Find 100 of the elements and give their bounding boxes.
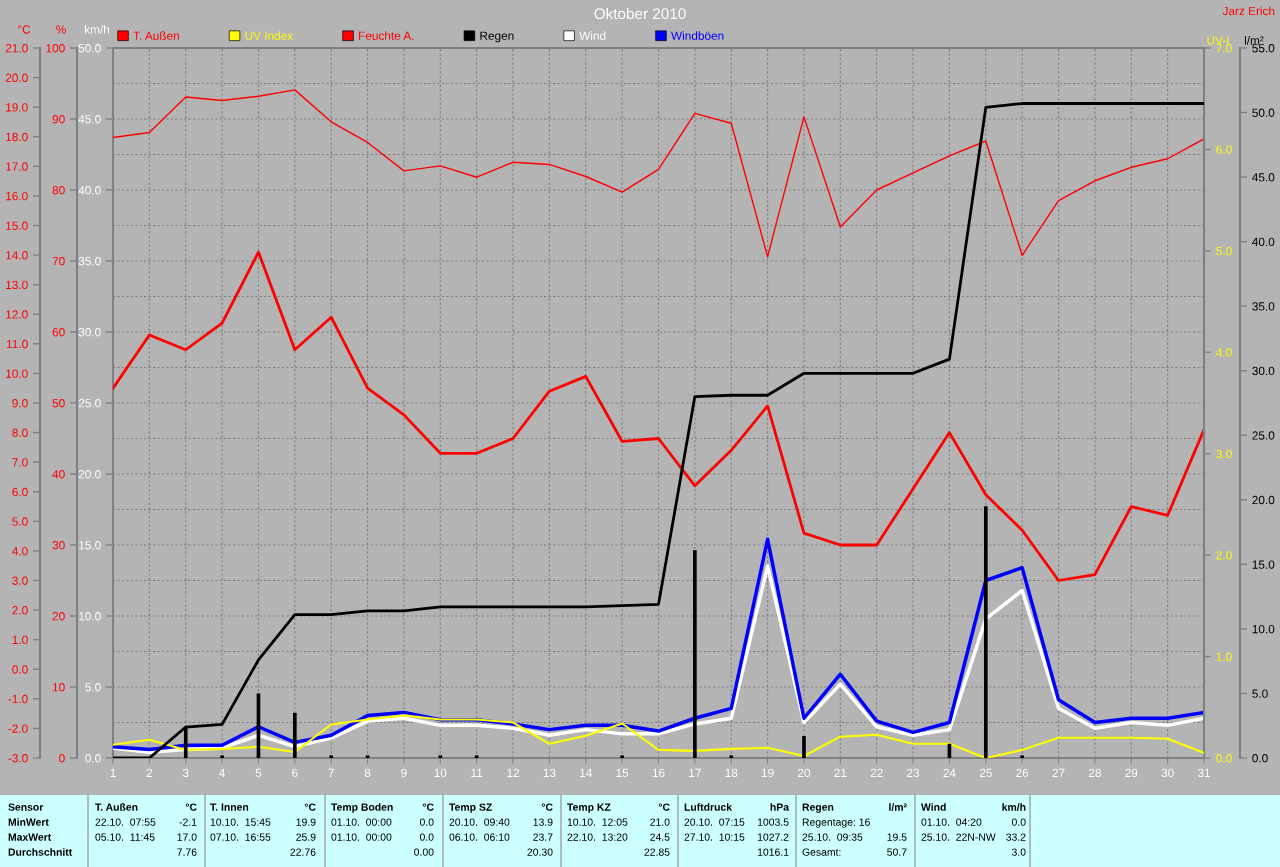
text: 10.10. 12:05: [567, 818, 628, 826]
bar: [729, 755, 734, 758]
y2-tick-label: 55.0: [1252, 44, 1275, 53]
text: 1003.5: [757, 818, 789, 826]
text: 25.10. 22N-NW: [921, 833, 996, 841]
x-tick-label: 13: [543, 768, 556, 778]
bar: [693, 550, 697, 758]
text: Durchschnitt: [8, 848, 73, 856]
text: 33.2: [1006, 833, 1026, 841]
y3-axis-title: km/h: [85, 25, 110, 34]
y-tick-label: 1.0: [1216, 652, 1232, 661]
text: 3.0: [1011, 848, 1026, 856]
y3-tick-label: 25.0: [78, 399, 101, 408]
y2-tick-label: 25.0: [1252, 431, 1275, 440]
text: T. Innen: [210, 803, 249, 811]
y2-tick-label: 30: [52, 541, 65, 550]
legend-label: Windböen: [671, 31, 724, 40]
x-tick-label: 2: [146, 768, 153, 777]
x-tick-label: 4: [219, 768, 226, 777]
y-tick-label: 16.0: [6, 191, 28, 201]
text: -2.1: [179, 818, 197, 826]
x-tick-label: 18: [725, 768, 738, 778]
y-tick-label: 17.0: [6, 162, 28, 171]
y-tick-label: 0.0: [12, 665, 28, 674]
x-tick-label: 24: [943, 768, 956, 777]
y2-tick-label: 35.0: [1252, 302, 1275, 311]
x-tick-label: 5: [255, 768, 262, 778]
y-tick-label: 9.0: [12, 399, 28, 408]
y-tick-label: -1.0: [8, 694, 28, 704]
x-tick-label: 15: [616, 768, 629, 778]
y3-tick-label: 30.0: [78, 328, 101, 337]
text: MinWert: [8, 818, 49, 826]
y3-tick-label: 5.0: [85, 683, 101, 692]
text: 0.0: [419, 818, 434, 826]
text: hPa: [770, 803, 790, 811]
text: Sensor: [8, 803, 44, 811]
text: 20.30: [527, 848, 553, 856]
text: 22.10. 07:55: [95, 818, 156, 826]
y2-tick-label: 10: [52, 683, 65, 692]
x-tick-label: 1: [110, 768, 116, 777]
x-tick-label: 21: [834, 768, 847, 777]
y-tick-label: 5.0: [12, 517, 28, 526]
y2-tick-label: 0.0: [1252, 754, 1268, 763]
x-tick-label: 27: [1052, 768, 1065, 777]
y-axis-title: UV-I: [1207, 36, 1229, 45]
x-tick-label: 17: [689, 768, 701, 777]
text: Regentage: 16: [802, 818, 870, 828]
bar: [1020, 755, 1024, 758]
legend-label: Feuchte A.: [359, 31, 414, 40]
y-tick-label: -3.0: [8, 754, 28, 763]
x-tick-label: 28: [1088, 768, 1101, 778]
x-tick-label: 26: [1016, 768, 1029, 778]
y2-tick-label: 90: [52, 115, 65, 124]
text: 22.85: [644, 848, 670, 856]
legend-label: Wind: [579, 31, 606, 40]
x-tick-label: 20: [798, 768, 811, 778]
y2-tick-label: 45.0: [1252, 173, 1275, 182]
text: 01.10. 00:00: [331, 818, 392, 826]
x-tick-label: 19: [761, 768, 774, 778]
text: 07.10. 16:55: [210, 833, 271, 841]
y-tick-label: 11.0: [6, 339, 28, 349]
y-tick-label: 6.0: [12, 487, 28, 497]
y2-tick-label: 80: [52, 186, 65, 195]
text: 25.9: [296, 833, 316, 841]
text: 22.76: [290, 848, 316, 856]
text: Temp SZ: [449, 803, 492, 813]
y-tick-label: 3.0: [1216, 449, 1232, 459]
legend-label: Regen: [480, 31, 514, 43]
bar: [620, 755, 624, 758]
y2-tick-label: 40.0: [1252, 237, 1275, 247]
x-tick-label: 11: [471, 768, 483, 777]
y-tick-label: 7.0: [1216, 44, 1232, 53]
text: l/m²: [889, 803, 907, 811]
text: 24.5: [650, 833, 670, 841]
y-tick-label: 4.0: [12, 546, 28, 556]
text: 20.10. 09:40: [449, 818, 510, 826]
y-tick-label: 5.0: [1216, 246, 1232, 256]
text: Wind: [921, 803, 946, 811]
x-tick-label: 9: [401, 768, 407, 778]
bar: [474, 755, 479, 758]
bar: [329, 755, 334, 758]
text: km/h: [1002, 803, 1026, 811]
y-tick-label: 2.0: [12, 606, 28, 615]
y3-tick-label: 15.0: [79, 541, 101, 550]
x-tick-label: 14: [580, 768, 592, 777]
y-tick-label: 2.0: [1216, 551, 1232, 560]
y2-tick-label: 50.0: [1252, 108, 1275, 117]
x-tick-label: 12: [507, 768, 520, 777]
text: °C: [541, 803, 553, 811]
y-axis-title: °C: [18, 25, 31, 34]
y-tick-label: 8.0: [12, 428, 28, 437]
y2-tick-label: 50: [52, 399, 65, 408]
text: 19.9: [296, 818, 316, 826]
y-tick-label: 12.0: [6, 310, 28, 319]
y-tick-label: 4.0: [1216, 348, 1232, 357]
y2-tick-label: 20.0: [1252, 495, 1275, 505]
y-tick-label: 1.0: [12, 635, 28, 645]
x-tick-label: 10: [434, 768, 447, 778]
bar: [365, 755, 370, 758]
y2-tick-label: 10.0: [1252, 624, 1275, 634]
